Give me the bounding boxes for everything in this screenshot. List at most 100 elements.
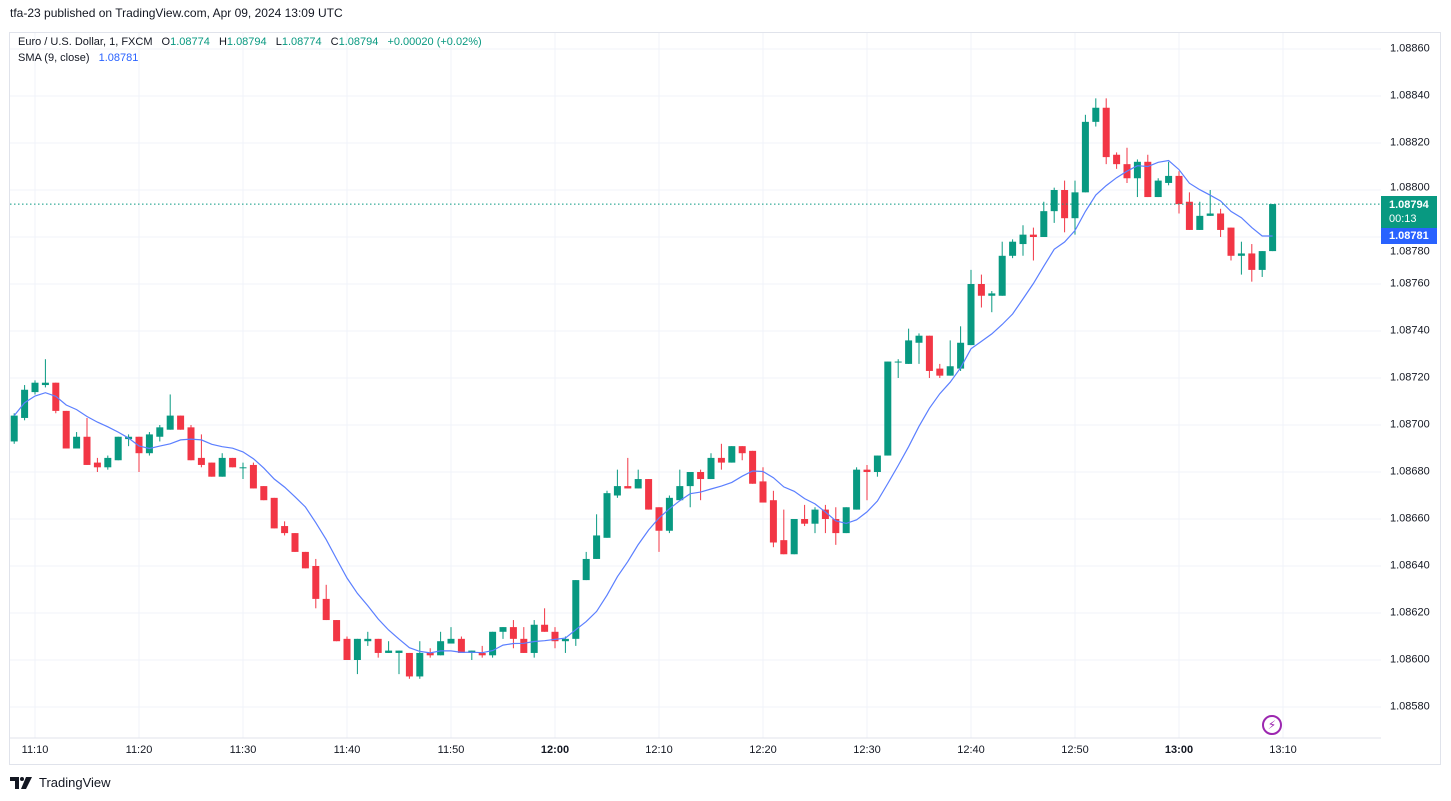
open-value: 1.08774: [170, 36, 210, 48]
candle-up: [593, 514, 601, 559]
candle-up: [728, 446, 736, 463]
candle-body: [572, 580, 580, 639]
candle-down: [780, 509, 788, 555]
last-price-label: 1.08794 00:13: [1381, 196, 1437, 228]
candle-down: [738, 446, 746, 461]
candle-body: [187, 427, 195, 461]
lightning-icon[interactable]: ⚡: [1262, 715, 1282, 735]
candle-up: [1269, 204, 1277, 252]
candle-down: [977, 274, 985, 308]
candle-body: [489, 631, 497, 656]
candle-body: [1175, 175, 1183, 205]
candle-body: [759, 481, 767, 503]
candle-down: [62, 410, 70, 449]
candle-up: [1050, 187, 1058, 223]
candle-body: [967, 284, 975, 346]
candle-up: [811, 507, 819, 534]
candle-down: [281, 521, 289, 536]
candle-up: [166, 394, 174, 430]
candle-body: [1185, 201, 1193, 230]
price-tick-label: 1.08620: [1390, 606, 1430, 619]
price-tick-label: 1.08780: [1390, 245, 1430, 258]
candle-body: [707, 457, 715, 480]
candle-body: [1113, 154, 1121, 165]
candle-up: [1009, 239, 1017, 259]
high-label: H: [218, 36, 227, 48]
candle-up: [499, 627, 507, 639]
candle-body: [1165, 175, 1173, 183]
candle-body: [676, 486, 684, 501]
candle-up: [1071, 180, 1079, 235]
candle-body: [925, 335, 933, 371]
candle-body: [769, 500, 777, 543]
candle-down: [551, 627, 559, 649]
candle-up: [239, 462, 247, 480]
candle-body: [291, 533, 299, 552]
candle-down: [405, 652, 413, 679]
candle-body: [31, 382, 39, 393]
tradingview-logo[interactable]: TradingView: [10, 775, 111, 790]
candle-down: [301, 551, 309, 569]
time-tick-label: 12:40: [957, 744, 985, 756]
candle-body: [1071, 192, 1079, 219]
candle-body: [1258, 251, 1266, 270]
candle-body: [1092, 107, 1100, 122]
sma-legend[interactable]: SMA (9, close) 1.08781: [18, 52, 138, 64]
time-tick-label: 11:40: [333, 744, 361, 756]
price-tick-label: 1.08740: [1390, 324, 1430, 337]
candle-body: [239, 467, 247, 469]
candle-body: [905, 340, 913, 364]
candle-body: [821, 509, 829, 519]
candle-body: [260, 486, 268, 501]
candle-body: [1144, 161, 1152, 198]
symbol-legend[interactable]: Euro / U.S. Dollar, 1, FXCM O1.08774 H1.…: [18, 36, 482, 48]
candle-up: [416, 641, 424, 679]
time-tick-label: 11:20: [125, 744, 153, 756]
candle-down: [541, 608, 549, 632]
sma-label[interactable]: SMA (9, close): [18, 52, 90, 64]
symbol-name[interactable]: Euro / U.S. Dollar, 1, FXCM: [18, 36, 153, 48]
candle-body: [832, 519, 840, 534]
candle-body: [312, 566, 320, 599]
candle-body: [1217, 213, 1225, 230]
price-tick-label: 1.08720: [1390, 371, 1430, 384]
candle-body: [853, 469, 861, 510]
candle-down: [936, 363, 944, 378]
time-tick-label: 11:10: [21, 744, 49, 756]
candle-down: [1185, 192, 1193, 230]
candle-body: [873, 455, 881, 472]
candle-up: [73, 432, 81, 449]
candle-body: [613, 486, 621, 496]
sma-line: [13, 159, 1273, 654]
candle-body: [1154, 180, 1162, 198]
candle-up: [1019, 225, 1027, 256]
candle-up: [998, 241, 1006, 296]
candle-down: [717, 443, 725, 470]
candle-body: [842, 507, 850, 534]
candle-body: [582, 558, 590, 581]
candle-body: [946, 366, 954, 376]
candle-down: [645, 479, 653, 510]
candle-down: [749, 450, 757, 484]
candle-body: [749, 450, 757, 484]
candle-body: [1019, 234, 1027, 245]
candle-body: [10, 415, 18, 442]
tradingview-logo-icon: [10, 776, 32, 789]
candle-body: [509, 627, 517, 639]
candle-body: [281, 526, 289, 534]
time-tick-label: 12:30: [853, 744, 881, 756]
candle-down: [1123, 147, 1131, 183]
high-value: 1.08794: [226, 36, 267, 48]
candle-up: [676, 469, 684, 501]
candle-down: [1217, 208, 1225, 237]
candle-up: [1258, 251, 1266, 277]
time-tick-label: 12:20: [749, 744, 777, 756]
candle-down: [457, 636, 465, 653]
candle-body: [41, 382, 49, 386]
candle-body: [343, 638, 351, 660]
open-label: O: [161, 36, 171, 48]
low-label: L: [275, 36, 282, 48]
low-value: 1.08774: [281, 36, 322, 48]
candle-down: [925, 335, 933, 378]
